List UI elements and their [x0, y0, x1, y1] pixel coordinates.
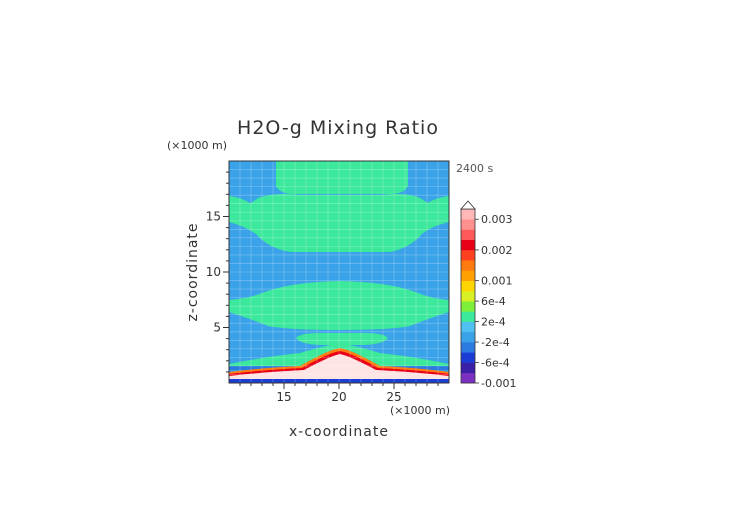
y-axis: 5 10 15 [206, 171, 229, 373]
y-tick-label: 5 [213, 321, 221, 335]
y-axis-label: z-coordinate [185, 222, 201, 321]
colorbar-swatch [461, 362, 475, 374]
x-tick-label: 20 [331, 390, 346, 404]
colorbar-swatch [461, 209, 475, 220]
colorbar-swatch [461, 321, 475, 333]
x-tick-label: 15 [276, 390, 291, 404]
colorbar-swatch [461, 280, 475, 292]
chart-title: H2O-g Mixing Ratio [237, 117, 439, 139]
x-axis: 15 20 25 [239, 383, 439, 404]
colorbar-label: 0.002 [481, 244, 513, 257]
y-tick-label: 10 [206, 265, 221, 279]
colorbar-label: 0.001 [481, 275, 513, 288]
field-lobe-right [420, 196, 449, 214]
x-tick-label: 25 [386, 390, 401, 404]
colorbar: 0.003 0.002 0.001 6e-4 2e-4 -2e-4 -6e-4 -0.001 [460, 200, 516, 390]
colorbar-swatch [461, 290, 475, 302]
colorbar-swatch [461, 372, 475, 384]
x-unit-label: (×1000 m) [390, 404, 450, 417]
field-band-top [276, 161, 408, 194]
field-bottom-strip [229, 379, 449, 383]
colorbar-swatch [461, 301, 475, 312]
colorbar-swatch [461, 342, 475, 353]
colorbar-label: -6e-4 [481, 357, 510, 370]
colorbar-label: -2e-4 [481, 336, 510, 349]
colorbar-swatch [461, 270, 475, 281]
colorbar-swatch [461, 229, 475, 241]
colorbar-label: 6e-4 [481, 295, 506, 308]
colorbar-swatch [461, 249, 475, 261]
x-axis-label: x-coordinate [289, 424, 389, 440]
field-band-middle [229, 194, 449, 252]
colorbar-swatch [461, 260, 475, 271]
colorbar-extend-arrow [460, 200, 476, 210]
field-blob [296, 333, 388, 345]
time-label: 2400 s [456, 162, 493, 175]
field-lobe-left [229, 196, 256, 214]
grid-lines [229, 161, 449, 383]
colorbar-label: -0.001 [481, 377, 516, 390]
colorbar-swatch [461, 352, 475, 363]
y-tick-label: 15 [206, 210, 221, 224]
heatmap-field [229, 161, 449, 383]
colorbar-swatch [461, 331, 475, 343]
y-unit-label: (×1000 m) [167, 139, 227, 152]
colorbar-swatch [461, 239, 475, 251]
colorbar-swatch [461, 311, 475, 322]
colorbar-label: 0.003 [481, 213, 513, 226]
field-peak-core [229, 354, 449, 380]
colorbar-swatch [461, 219, 475, 230]
colorbar-label: 2e-4 [481, 316, 506, 329]
field-band-lower [229, 281, 449, 330]
